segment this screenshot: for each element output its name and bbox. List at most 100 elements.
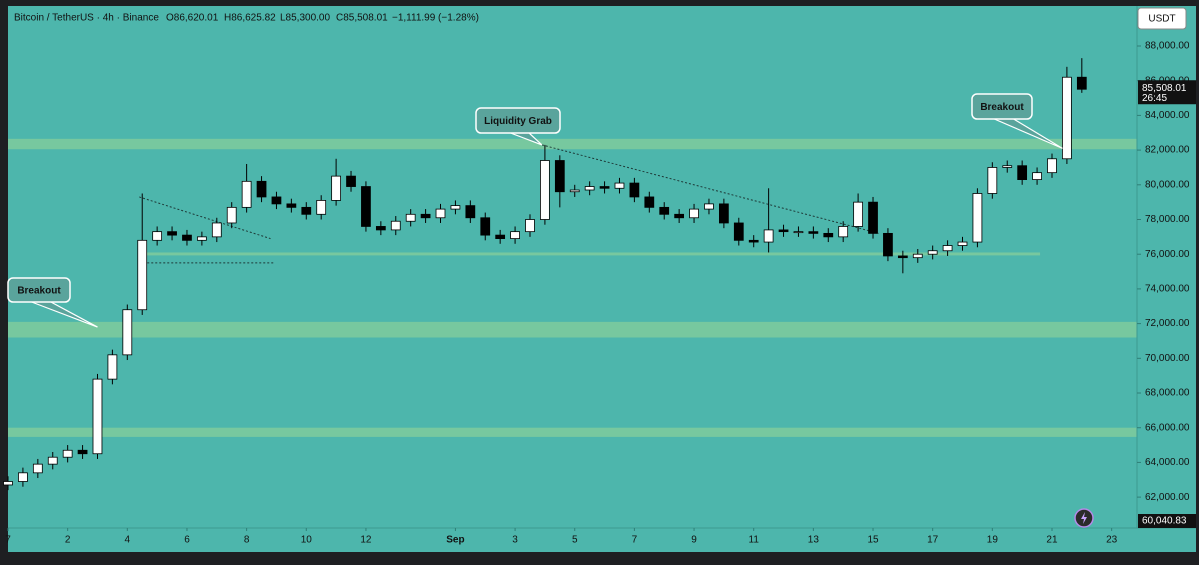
annotation-label: Liquidity Grab [484,116,552,127]
candle-body [346,175,356,187]
y-tick-label: 68,000.00 [1145,388,1190,399]
candle-body [211,222,222,238]
y-tick-label: 62,000.00 [1145,492,1190,503]
candle-body [540,160,550,220]
candle-body [3,481,13,486]
chart-background [8,6,1196,552]
candle-body [912,253,923,259]
x-tick-label: 8 [244,535,250,546]
y-tick-label: 76,000.00 [1145,249,1190,260]
x-tick-label: 7 [632,535,638,546]
candle-body [868,201,878,234]
annotation-box [971,93,1033,120]
candle-body [1002,165,1013,168]
x-tick-label: 6 [184,535,190,546]
candle-body [1076,76,1087,90]
candle-body [793,231,804,234]
candle-body [197,236,207,241]
x-tick-label: 3 [512,535,518,546]
candle-body [689,208,699,219]
candle-body [405,213,416,222]
candle-body [122,309,133,356]
candle-body [1047,158,1057,174]
x-tick-label: Sep [446,535,464,546]
candle-body [897,255,908,259]
candle-body [495,234,506,239]
candle-body [301,206,312,215]
countdown-label: 26:45 [1142,93,1167,104]
candle-body [942,245,953,252]
currency-button-label[interactable]: USDT [1148,14,1175,25]
x-tick-label: 15 [867,535,879,546]
candle-body [510,231,520,239]
annotation-label: Breakout [17,286,61,297]
last-price-box [1138,80,1196,105]
candle-body [987,167,998,194]
x-tick-label: 5 [572,535,578,546]
x-tick-label: 13 [808,535,820,546]
header-symbol: Bitcoin / TetherUS · 4h · Binance [14,13,159,24]
y-tick-label: 72,000.00 [1145,318,1190,329]
last-price-label: 85,508.01 [1142,83,1187,94]
y-tick-label: 84,000.00 [1145,110,1190,121]
x-tick-label: 19 [987,535,999,546]
candle-body [733,222,744,241]
candle-body [674,213,685,219]
candle-body [972,193,983,243]
candle-body [316,200,327,215]
candle-body [435,208,446,219]
header-low: L85,300.00 [280,13,330,24]
candle-body [465,205,476,219]
header-open: O86,620.01 [166,13,219,24]
candle-body [18,472,28,482]
alert-icon-bolt [1081,512,1087,524]
candle-body [152,231,163,241]
candle-body [77,449,88,455]
x-tick-label: 21 [1046,535,1058,546]
candle-body [375,226,386,231]
candle-body [808,231,819,234]
candle-body [853,201,863,227]
candle-body [182,234,192,241]
candle-body [704,203,714,210]
candle-body [92,378,103,455]
candle-body [629,182,640,198]
candle-body [241,180,252,208]
candle-body [778,229,789,233]
candle-body [569,189,580,193]
header-high: H86,625.82 [224,13,276,24]
candle-body [554,160,565,193]
annotation-box [7,277,71,303]
x-tick-label: 23 [1106,535,1118,546]
candle-body [719,203,729,224]
annotation-box [475,107,561,134]
x-tick-label: 10 [301,535,313,546]
candle-body [256,180,267,198]
candle-body [599,186,610,189]
y-tick-label: 64,000.00 [1145,457,1190,468]
candle-body [420,213,431,219]
low-marker-box [1138,514,1196,528]
candle-body [584,186,595,191]
low-marker-label: 60,040.83 [1142,516,1187,527]
candle-body [823,232,834,238]
candle-body [331,175,341,201]
candle-body [1017,165,1028,180]
currency-button[interactable] [1137,7,1187,30]
candle-body [137,239,148,311]
y-tick-label: 88,000.00 [1145,41,1190,52]
zone [8,427,1137,437]
x-tick-label: 12 [360,535,372,546]
candle-body [167,231,177,236]
candle-body [32,463,43,474]
y-tick-label: 82,000.00 [1145,145,1190,156]
candle-body [957,241,968,246]
candle-body [1062,76,1072,160]
header-close: C85,508.01 [336,13,388,24]
candle-body [883,232,893,257]
candle-body [271,196,282,205]
candle-body [480,217,491,236]
candle-body [1032,172,1042,180]
y-tick-label: 70,000.00 [1145,353,1190,364]
